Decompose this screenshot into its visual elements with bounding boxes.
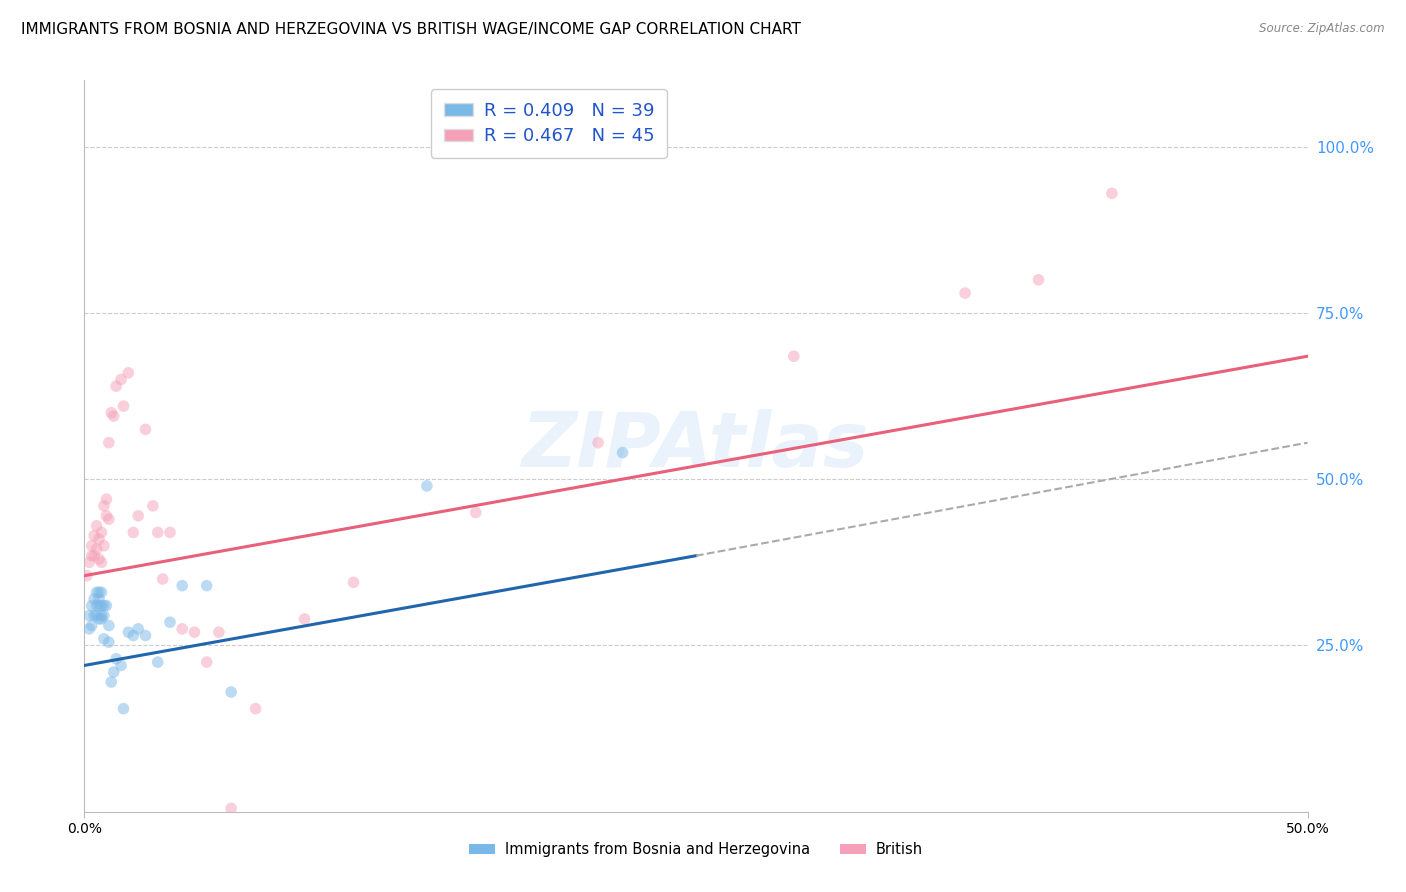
Point xyxy=(86,542,108,557)
Point xyxy=(1028,273,1050,287)
Point xyxy=(77,622,100,636)
Point xyxy=(195,579,218,593)
Point xyxy=(195,655,218,669)
Point xyxy=(90,525,112,540)
Point xyxy=(245,701,267,715)
Point xyxy=(294,612,316,626)
Point xyxy=(97,512,120,526)
Point xyxy=(87,585,110,599)
Point xyxy=(219,685,242,699)
Point xyxy=(83,591,105,606)
Point xyxy=(103,665,125,679)
Point xyxy=(112,399,135,413)
Point xyxy=(93,599,115,613)
Point xyxy=(87,532,110,546)
Point xyxy=(146,655,169,669)
Point xyxy=(97,618,120,632)
Point xyxy=(416,479,439,493)
Point xyxy=(464,506,486,520)
Point xyxy=(142,499,165,513)
Point xyxy=(117,366,139,380)
Point xyxy=(87,591,110,606)
Point xyxy=(953,286,976,301)
Point xyxy=(208,625,231,640)
Point xyxy=(183,625,205,640)
Point xyxy=(77,555,100,569)
Point xyxy=(86,608,108,623)
Point xyxy=(76,568,98,582)
Point xyxy=(122,628,145,642)
Point xyxy=(1101,186,1123,201)
Point xyxy=(117,625,139,640)
Point xyxy=(96,508,118,523)
Point xyxy=(87,612,110,626)
Point xyxy=(93,608,115,623)
Point xyxy=(90,599,112,613)
Point xyxy=(342,575,364,590)
Point xyxy=(159,525,181,540)
Point xyxy=(127,508,149,523)
Point xyxy=(93,539,115,553)
Point xyxy=(122,525,145,540)
Text: IMMIGRANTS FROM BOSNIA AND HERZEGOVINA VS BRITISH WAGE/INCOME GAP CORRELATION CH: IMMIGRANTS FROM BOSNIA AND HERZEGOVINA V… xyxy=(21,22,801,37)
Point xyxy=(83,608,105,623)
Point xyxy=(219,801,242,815)
Point xyxy=(87,599,110,613)
Point xyxy=(77,608,100,623)
Point xyxy=(86,585,108,599)
Point xyxy=(90,585,112,599)
Point xyxy=(80,539,103,553)
Text: Source: ZipAtlas.com: Source: ZipAtlas.com xyxy=(1260,22,1385,36)
Point xyxy=(159,615,181,630)
Point xyxy=(90,608,112,623)
Point xyxy=(127,622,149,636)
Point xyxy=(90,555,112,569)
Point xyxy=(172,579,194,593)
Point xyxy=(146,525,169,540)
Point xyxy=(96,599,118,613)
Point xyxy=(93,632,115,646)
Point xyxy=(86,518,108,533)
Point xyxy=(90,612,112,626)
Point xyxy=(112,701,135,715)
Point xyxy=(135,628,157,642)
Point xyxy=(103,409,125,423)
Point xyxy=(110,372,132,386)
Point xyxy=(110,658,132,673)
Point xyxy=(86,599,108,613)
Point xyxy=(83,549,105,563)
Point xyxy=(97,435,120,450)
Point xyxy=(783,349,806,363)
Point xyxy=(100,406,122,420)
Point xyxy=(93,499,115,513)
Point xyxy=(152,572,174,586)
Point xyxy=(105,652,128,666)
Point xyxy=(105,379,128,393)
Legend: Immigrants from Bosnia and Herzegovina, British: Immigrants from Bosnia and Herzegovina, … xyxy=(463,837,929,863)
Point xyxy=(87,552,110,566)
Point xyxy=(96,492,118,507)
Point xyxy=(80,549,103,563)
Point xyxy=(97,635,120,649)
Point xyxy=(586,435,609,450)
Point xyxy=(135,422,157,436)
Text: ZIPAtlas: ZIPAtlas xyxy=(522,409,870,483)
Point xyxy=(80,599,103,613)
Point xyxy=(80,618,103,632)
Point xyxy=(83,529,105,543)
Point xyxy=(612,445,634,459)
Point xyxy=(100,675,122,690)
Point xyxy=(172,622,194,636)
